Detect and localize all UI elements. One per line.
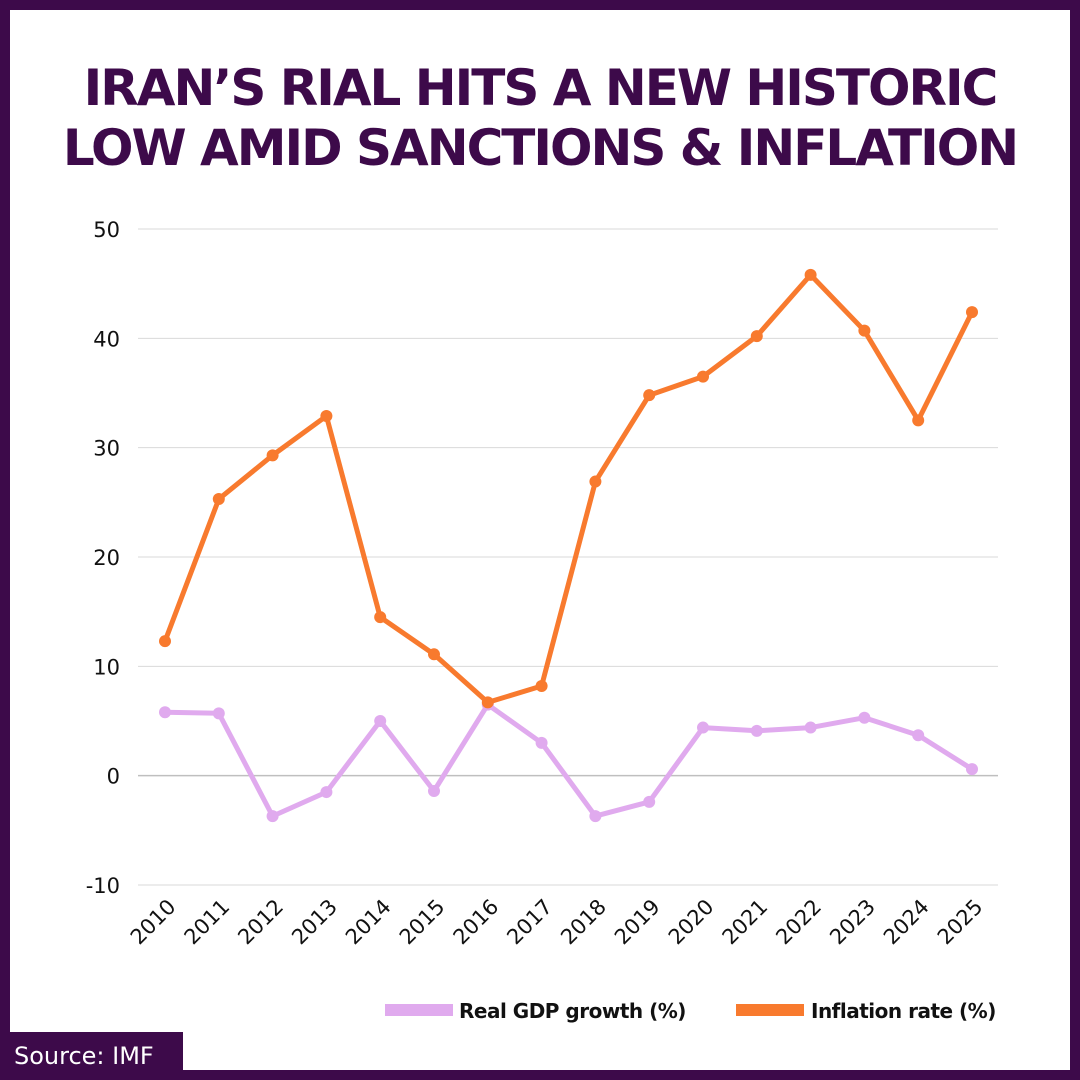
- inflation-point: [212, 493, 225, 506]
- y-tick-label: 50: [93, 218, 120, 242]
- title-line-1: IRAN’S RIAL HITS A NEW HISTORIC: [83, 59, 999, 117]
- gdp-point: [966, 763, 978, 776]
- x-tick-label: 2025: [933, 895, 988, 950]
- x-tick-label: 2016: [449, 895, 504, 950]
- gdp-point: [858, 711, 871, 724]
- x-tick-label: 2011: [180, 895, 235, 950]
- gdp-point: [804, 721, 817, 734]
- x-tick-label: 2014: [341, 895, 396, 950]
- x-tick-label: 2022: [771, 895, 826, 950]
- x-tick-label: 2024: [879, 895, 934, 950]
- inflation-point: [481, 696, 494, 709]
- inflation-point: [159, 635, 171, 648]
- inflation-point: [643, 389, 656, 402]
- legend-label-inflation: Inflation rate (%): [811, 999, 996, 1023]
- y-tick-label: -10: [86, 874, 120, 898]
- series-line-inflation: [162, 272, 975, 705]
- title-line-2: LOW AMID SANCTIONS & INFLATION: [62, 119, 1019, 177]
- gdp-point: [643, 795, 656, 808]
- x-tick-label: 2010: [126, 895, 181, 950]
- gdp-point: [589, 810, 602, 823]
- gdp-point: [266, 810, 279, 823]
- y-tick-label: 0: [107, 765, 120, 789]
- chart-title: IRAN’S RIAL HITS A NEW HISTORIC LOW AMID…: [10, 58, 1070, 178]
- y-tick-label: 10: [93, 655, 120, 679]
- legend-swatch-gdp: [385, 1004, 453, 1016]
- inflation-point: [750, 330, 763, 343]
- x-tick-label: 2020: [664, 895, 719, 950]
- legend-label-gdp: Real GDP growth (%): [459, 999, 686, 1023]
- inflation-point: [535, 680, 548, 693]
- gdp-point: [428, 784, 440, 797]
- series-line-gdp: [162, 702, 975, 819]
- x-tick-label: 2019: [610, 895, 665, 950]
- y-tick-label: 20: [93, 546, 120, 570]
- inflation-point: [266, 449, 279, 462]
- inflation-point: [966, 306, 978, 319]
- inflation-point: [428, 648, 440, 661]
- gdp-point: [535, 736, 548, 749]
- inflation-point: [589, 475, 602, 488]
- inflation-point: [374, 611, 387, 624]
- gdp-point: [912, 729, 925, 742]
- y-tick-label: 40: [93, 327, 120, 351]
- gdp-point: [697, 721, 709, 734]
- x-tick-label: 2017: [502, 895, 557, 950]
- inflation-point: [804, 268, 817, 281]
- gdp-point: [159, 706, 171, 719]
- x-tick-label: 2018: [556, 895, 611, 950]
- x-tick-label: 2013: [287, 895, 342, 950]
- x-tick-label: 2021: [718, 895, 773, 950]
- inflation-point: [912, 414, 925, 427]
- gdp-point: [374, 715, 387, 727]
- inflation-point: [858, 324, 871, 337]
- gdp-point: [320, 786, 333, 799]
- gdp-point: [750, 724, 763, 737]
- gdp-point: [212, 707, 225, 720]
- inflation-point: [697, 370, 709, 383]
- legend-swatch-inflation: [736, 1004, 804, 1016]
- x-tick-label: 2015: [395, 895, 450, 950]
- source-label: Source: IMF: [0, 1032, 183, 1080]
- y-tick-label: 30: [93, 437, 120, 461]
- inflation-point: [320, 409, 333, 422]
- x-tick-label: 2012: [233, 895, 288, 950]
- x-tick-label: 2023: [825, 895, 880, 950]
